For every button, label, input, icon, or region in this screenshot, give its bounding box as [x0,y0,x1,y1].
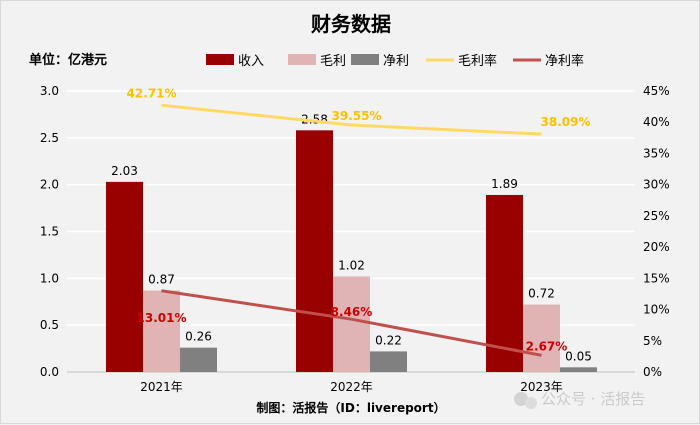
y-right-tick-label: 10% [643,303,670,317]
legend-label: 净利 [383,54,409,69]
legend-item-2: 净利 [351,54,409,69]
bar-0-1 [296,130,333,372]
legend-label: 收入 [238,54,264,69]
line-series-4 [161,289,542,357]
source-note: 制图：活报告（ID：livereport） [256,400,445,415]
bar-data-label: 0.72 [528,287,555,301]
bar-0-0 [106,181,143,372]
bar-data-label: 1.89 [491,177,518,191]
legend-label: 毛利 [320,54,346,69]
x-tick-label: 2023年 [520,380,563,394]
watermark: 公众号 · 活报告 [514,390,645,409]
line-data-label: 42.71% [127,86,177,100]
chart-title: 财务数据 [311,12,391,36]
legend-item-4: 净利率 [513,53,584,69]
y-right-tick-label: 35% [643,146,670,160]
legend-item-3: 毛利率 [426,53,497,69]
y-left-tick-label: 0.5 [40,318,59,332]
y-left-tick-label: 1.5 [40,225,59,239]
unit-label: 单位：亿港元 [29,52,107,68]
x-tick-label: 2021年 [140,380,183,394]
y-left-tick-label: 2.0 [40,178,59,192]
line-data-label: 13.01% [137,311,187,325]
line-data-label: 39.55% [332,109,382,123]
bar-data-label: 0.05 [565,349,592,363]
legend-swatch [351,54,379,65]
y-right-tick-label: 0% [643,365,662,379]
bar-2-0 [180,347,217,372]
legend-item-0: 收入 [206,54,264,69]
wechat-icon [514,392,528,406]
legend-swatch [206,54,234,65]
line-data-label: 2.67% [526,339,568,353]
legend-item-1: 毛利 [288,54,346,69]
bar-1-0 [143,290,180,372]
y-right-tick-label: 5% [643,334,662,348]
y-right-tick-label: 25% [643,209,670,223]
bar-0-2 [486,194,523,372]
y-left-tick-label: 1.0 [40,271,59,285]
line-data-label: 8.46% [331,305,373,319]
x-tick-label: 2022年 [330,380,373,394]
watermark-text: 公众号 · 活报告 [541,390,645,408]
y-right-tick-label: 30% [643,178,670,192]
y-left-tick-label: 3.0 [40,84,59,98]
legend-label: 净利率 [545,53,584,69]
line-data-label: 38.09% [541,115,591,129]
bar-data-label: 2.03 [111,164,138,178]
line-series-3 [161,103,542,136]
legend-swatch [288,54,316,65]
bar-1-2 [523,304,560,372]
bar-1-1 [333,276,370,372]
y-right-tick-label: 20% [643,240,670,254]
bar-2-1 [370,351,407,372]
y-right-tick-label: 40% [643,115,670,129]
bar-data-label: 0.22 [375,333,402,347]
bar-data-label: 1.02 [338,258,365,272]
bar-2-2 [560,367,597,372]
y-right-tick-label: 45% [643,84,670,98]
y-left-tick-label: 2.5 [40,131,59,145]
legend-label: 毛利率 [458,53,497,69]
y-right-tick-label: 15% [643,271,670,285]
bar-data-label: 0.87 [148,273,175,287]
bar-data-label: 0.26 [185,330,212,344]
y-left-tick-label: 0.0 [40,365,59,379]
